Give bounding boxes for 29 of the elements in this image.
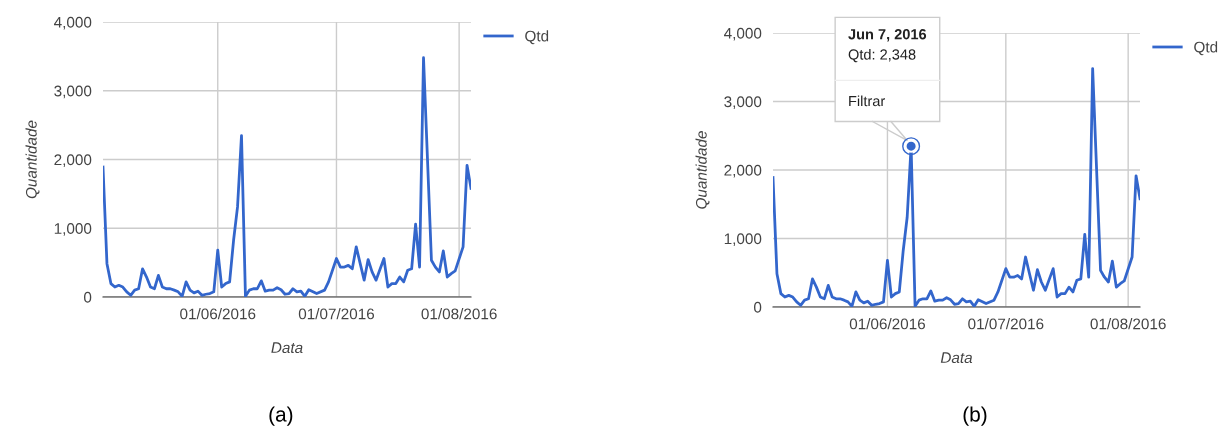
y-tick-label: 2,000 [54,154,92,167]
x-tick-label: 01/07/2016 [298,308,375,320]
x-tick-label: 01/07/2016 [968,318,1044,330]
x-tick-label: 01/06/2016 [849,318,925,330]
y-tick-label: 4,000 [724,27,762,41]
y-tick-label: 3,000 [724,96,762,109]
annotation: Qtd: 2,348 [848,48,916,63]
y-tick-label: 3,000 [54,85,92,99]
y-tick-label: 2,000 [724,164,762,178]
legend-label: Qtd [1194,41,1218,56]
x-tick-label: 01/06/2016 [180,308,256,320]
x-tick-label: 01/08/2016 [1090,318,1166,330]
legend-label: Qtd [525,30,549,45]
y-axis-title: Quantidade [25,120,40,199]
x-tick-label: 01/08/2016 [421,308,497,320]
x-axis-title: Data [271,342,303,354]
y-tick-label: 1,000 [724,233,762,246]
line-series [103,56,471,297]
y-tick-label: 0 [83,291,92,303]
y-tick-label: 1,000 [54,223,92,236]
x-axis-title: Data [940,352,973,364]
annotation: Jun 7, 2016 [848,29,927,42]
line-series [773,67,1140,307]
y-axis-title: Quantidade [695,131,710,209]
text: (a) [269,406,293,426]
annotation: Filtrar [849,95,886,107]
y-tick-label: 0 [753,301,762,313]
text: (b) [963,406,987,426]
y-tick-label: 4,000 [54,16,92,30]
